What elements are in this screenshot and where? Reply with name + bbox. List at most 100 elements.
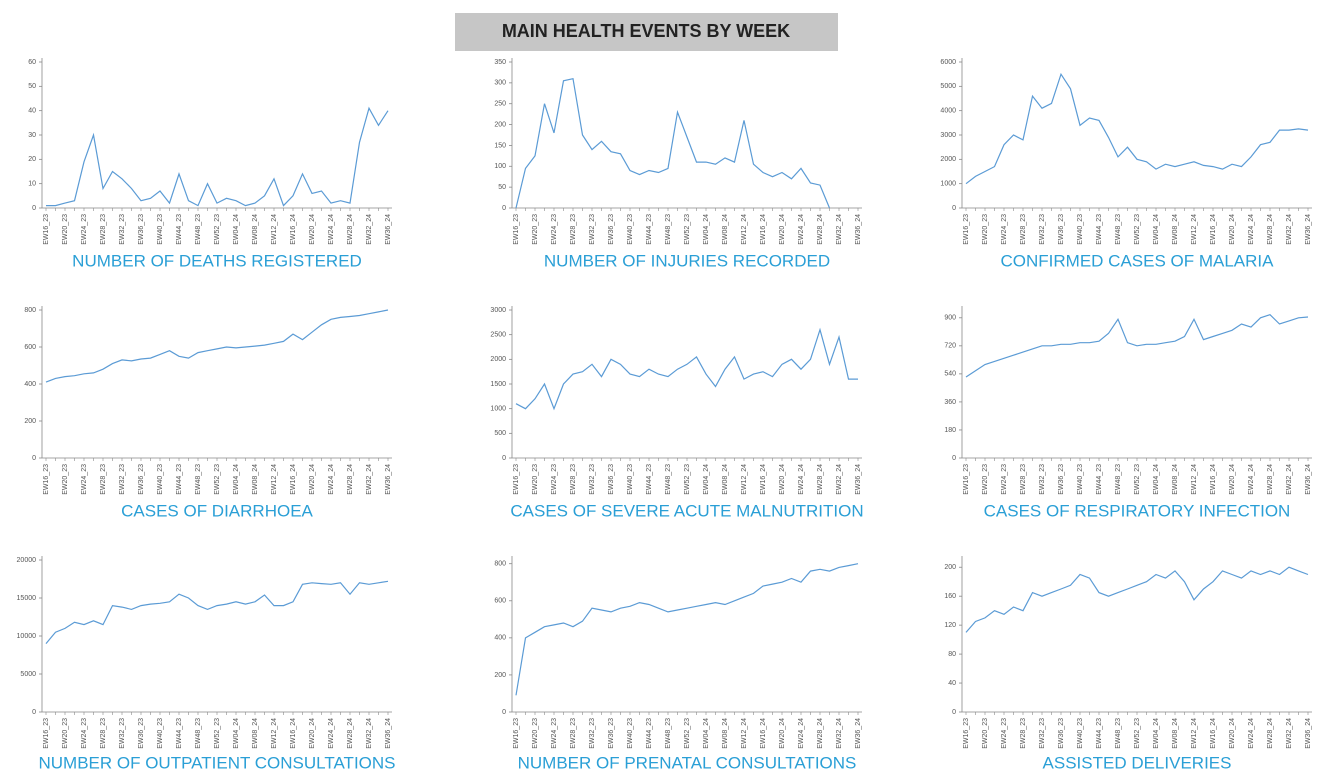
x-tick-label: EW28_24 — [347, 718, 354, 749]
x-tick-label: EW20_23 — [62, 718, 69, 749]
x-tick-label: EW12_24 — [741, 464, 748, 495]
title-banner — [455, 13, 838, 51]
x-tick-label: EW24_23 — [551, 718, 558, 749]
x-tick-label: EW48_23 — [665, 718, 672, 749]
x-tick-label: EW52_23 — [214, 718, 221, 749]
x-tick-label: EW44_23 — [1096, 464, 1103, 495]
y-tick-label: 80 — [948, 651, 956, 658]
y-tick-label: 30 — [28, 132, 36, 139]
x-tick-label: EW48_23 — [195, 718, 202, 749]
x-tick-label: EW48_23 — [195, 464, 202, 495]
x-tick-label: EW32_24 — [1286, 464, 1293, 495]
y-tick-label: 0 — [32, 455, 36, 462]
x-tick-label: EW24_23 — [1001, 718, 1008, 749]
y-tick-label: 0 — [952, 455, 956, 462]
x-tick-label: EW16_23 — [963, 464, 970, 495]
x-tick-label: EW24_24 — [328, 214, 335, 245]
x-tick-label: EW52_23 — [1134, 718, 1141, 749]
y-tick-label: 600 — [24, 344, 36, 351]
x-tick-label: EW44_23 — [646, 718, 653, 749]
x-tick-label: EW44_23 — [646, 214, 653, 245]
y-tick-label: 20000 — [17, 557, 37, 564]
x-tick-label: EW28_24 — [1267, 464, 1274, 495]
x-tick-label: EW20_23 — [62, 464, 69, 495]
y-tick-label: 3000 — [940, 132, 956, 139]
x-tick-label: EW04_24 — [1153, 464, 1160, 495]
y-tick-label: 200 — [24, 418, 36, 425]
x-tick-label: EW12_24 — [1191, 718, 1198, 749]
y-tick-label: 350 — [494, 59, 506, 66]
x-tick-label: EW32_23 — [1039, 464, 1046, 495]
x-tick-label: EW28_24 — [347, 214, 354, 245]
x-tick-label: EW20_23 — [532, 718, 539, 749]
data-line — [515, 563, 859, 696]
x-tick-label: EW36_24 — [1305, 464, 1312, 495]
x-tick-label: EW28_24 — [817, 464, 824, 495]
y-tick-label: 100 — [494, 163, 506, 170]
y-tick-label: 160 — [944, 593, 956, 600]
x-tick-label: EW28_23 — [1020, 214, 1027, 245]
x-tick-label: EW16_23 — [43, 718, 50, 749]
x-tick-label: EW40_23 — [157, 214, 164, 245]
x-tick-label: EW04_24 — [703, 214, 710, 245]
x-tick-label: EW04_24 — [703, 718, 710, 749]
x-tick-label: EW16_24 — [760, 214, 767, 245]
chart-title: CONFIRMED CASES OF MALARIA — [1001, 251, 1275, 270]
x-tick-label: EW24_23 — [81, 214, 88, 245]
chart-title: NUMBER OF PRENATAL CONSULTATIONS — [518, 753, 857, 771]
x-tick-label: EW16_24 — [760, 464, 767, 495]
x-tick-label: EW08_24 — [252, 718, 259, 749]
x-tick-label: EW48_23 — [1115, 718, 1122, 749]
x-tick-label: EW28_23 — [100, 214, 107, 245]
x-tick-label: EW28_23 — [570, 214, 577, 245]
x-tick-label: EW24_23 — [1001, 214, 1008, 245]
x-tick-label: EW36_23 — [138, 214, 145, 245]
x-tick-label: EW20_24 — [779, 214, 786, 245]
x-tick-label: EW24_23 — [81, 464, 88, 495]
x-tick-label: EW32_23 — [119, 214, 126, 245]
y-tick-label: 50 — [28, 83, 36, 90]
data-line — [46, 106, 389, 207]
x-tick-label: EW48_23 — [195, 214, 202, 245]
x-tick-label: EW36_24 — [1305, 214, 1312, 245]
x-tick-label: EW16_24 — [1210, 718, 1217, 749]
y-tick-label: 800 — [24, 307, 36, 314]
x-tick-label: EW36_24 — [385, 214, 392, 245]
x-tick-label: EW40_23 — [627, 464, 634, 495]
x-tick-label: EW20_23 — [982, 464, 989, 495]
x-tick-label: EW28_24 — [1267, 718, 1274, 749]
x-tick-label: EW28_24 — [347, 464, 354, 495]
data-line — [515, 77, 831, 209]
x-tick-label: EW08_24 — [1172, 718, 1179, 749]
chart-title: NUMBER OF OUTPATIENT CONSULTATIONS — [38, 753, 395, 771]
y-tick-label: 20 — [28, 156, 36, 163]
x-tick-label: EW20_24 — [309, 464, 316, 495]
data-line — [965, 72, 1309, 185]
y-tick-label: 200 — [944, 564, 956, 571]
data-line — [515, 327, 858, 411]
y-tick-label: 5000 — [20, 671, 36, 678]
x-tick-label: EW04_24 — [233, 464, 240, 495]
x-tick-label: EW12_24 — [1191, 214, 1198, 245]
data-line — [45, 309, 389, 383]
x-tick-label: EW32_24 — [836, 464, 843, 495]
x-tick-label: EW36_24 — [855, 718, 862, 749]
x-tick-label: EW08_24 — [722, 718, 729, 749]
x-tick-label: EW36_24 — [855, 464, 862, 495]
chart-title: NUMBER OF INJURIES RECORDED — [544, 251, 830, 270]
x-tick-label: EW08_24 — [1172, 214, 1179, 245]
x-tick-label: EW40_23 — [627, 214, 634, 245]
x-tick-label: EW24_23 — [551, 214, 558, 245]
x-tick-label: EW04_24 — [233, 718, 240, 749]
x-tick-label: EW28_23 — [1020, 464, 1027, 495]
x-tick-label: EW12_24 — [741, 214, 748, 245]
x-tick-label: EW24_23 — [1001, 464, 1008, 495]
x-tick-label: EW40_23 — [1077, 718, 1084, 749]
x-tick-label: EW52_23 — [684, 464, 691, 495]
x-tick-label: EW20_23 — [62, 214, 69, 245]
x-tick-label: EW32_23 — [589, 718, 596, 749]
x-tick-label: EW20_24 — [779, 464, 786, 495]
x-tick-label: EW44_23 — [176, 718, 183, 749]
x-tick-label: EW40_23 — [1077, 214, 1084, 245]
x-tick-label: EW08_24 — [1172, 464, 1179, 495]
